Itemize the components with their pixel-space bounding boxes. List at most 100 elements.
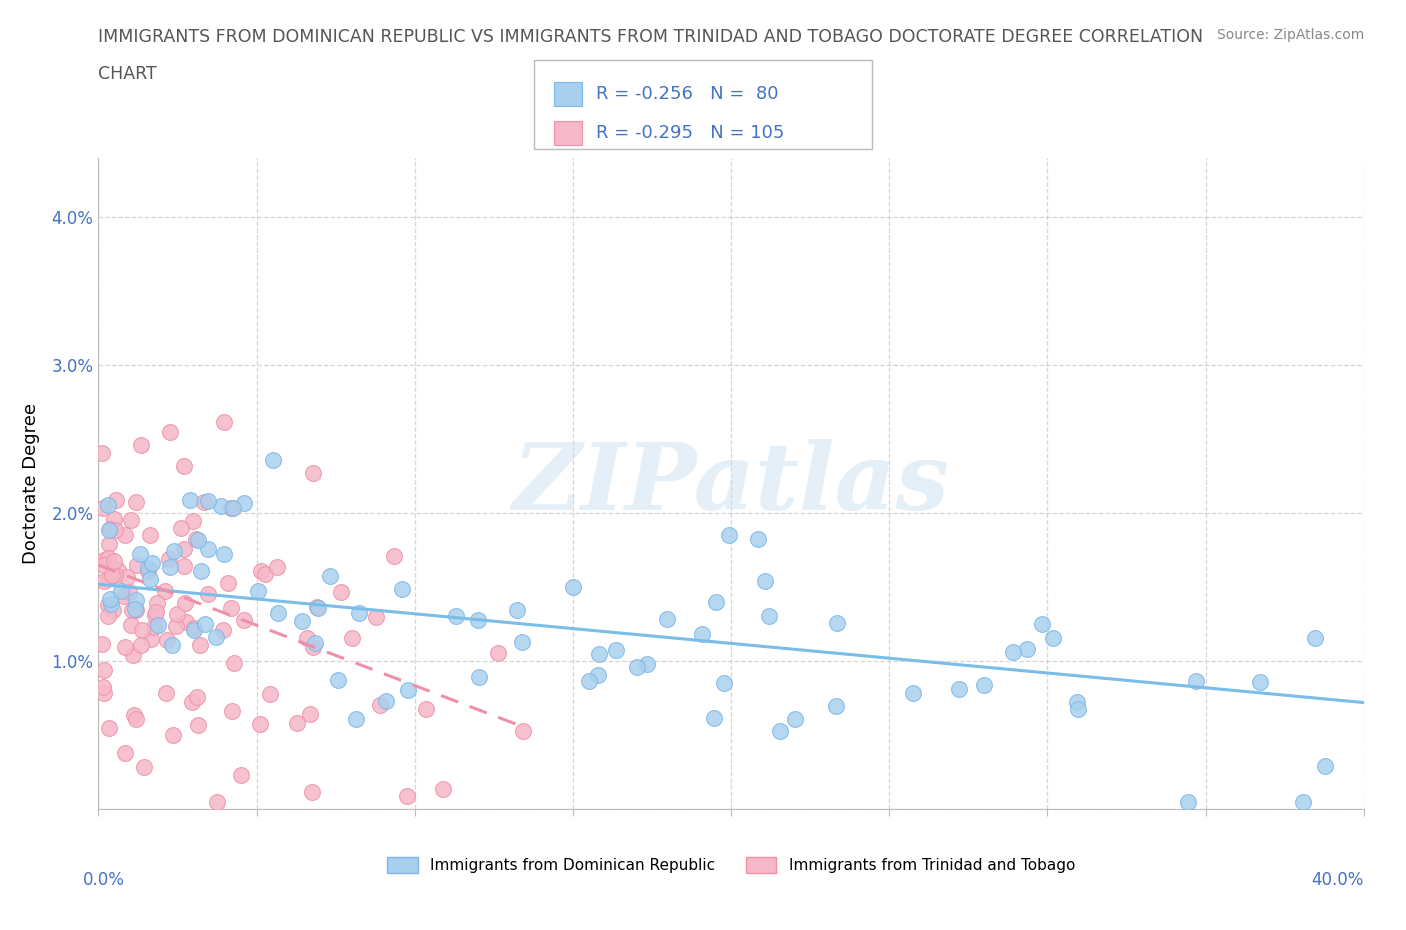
Point <box>973 678 995 693</box>
Point <box>93 685 115 700</box>
Point <box>124 602 146 617</box>
Point <box>93 558 115 573</box>
Point <box>212 623 235 638</box>
Point <box>115 569 138 584</box>
Text: R = -0.256   N =  80: R = -0.256 N = 80 <box>596 85 779 103</box>
Point <box>432 781 454 796</box>
Point <box>125 495 148 510</box>
Point <box>112 589 135 604</box>
Point <box>159 425 181 440</box>
Point <box>605 642 627 657</box>
Point <box>249 716 271 731</box>
Point <box>174 595 197 610</box>
Text: R = -0.295   N = 105: R = -0.295 N = 105 <box>596 124 785 142</box>
Point <box>173 459 195 474</box>
Point <box>122 647 145 662</box>
Point <box>166 606 188 621</box>
Point <box>233 612 256 627</box>
Point <box>97 497 120 512</box>
Point <box>231 767 253 782</box>
Point <box>221 500 243 515</box>
Point <box>120 618 142 632</box>
Point <box>156 632 179 647</box>
Point <box>212 547 235 562</box>
Point <box>160 637 183 652</box>
Point <box>187 532 209 547</box>
Point <box>319 568 342 583</box>
Point <box>298 707 321 722</box>
Point <box>713 675 735 690</box>
Point <box>162 727 184 742</box>
Point <box>295 631 318 645</box>
Point <box>467 670 489 684</box>
Point <box>247 584 270 599</box>
Point <box>1292 794 1315 809</box>
Point <box>143 608 166 623</box>
Point <box>636 657 658 671</box>
Point <box>510 635 533 650</box>
Point <box>128 547 150 562</box>
Text: 40.0%: 40.0% <box>1312 871 1364 889</box>
Text: ZIPatlas: ZIPatlas <box>513 439 949 528</box>
Point <box>98 523 121 538</box>
Point <box>1177 794 1199 809</box>
Point <box>704 595 727 610</box>
Point <box>163 543 186 558</box>
Point <box>222 500 245 515</box>
Point <box>197 586 219 601</box>
Point <box>266 560 288 575</box>
Point <box>91 680 114 695</box>
Point <box>125 712 148 727</box>
Point <box>415 701 437 716</box>
Text: CHART: CHART <box>98 65 157 83</box>
Point <box>1067 701 1090 716</box>
Point <box>655 611 678 626</box>
Point <box>114 639 136 654</box>
Point <box>224 656 246 671</box>
Point <box>340 631 363 645</box>
Point <box>301 640 323 655</box>
Point <box>194 616 217 631</box>
Point <box>121 602 143 617</box>
Point <box>100 597 122 612</box>
Point <box>103 554 125 569</box>
Point <box>110 584 132 599</box>
Point <box>467 613 489 628</box>
Point <box>93 662 115 677</box>
Point <box>768 724 790 738</box>
Point <box>578 674 600 689</box>
Point <box>91 500 114 515</box>
Point <box>512 724 534 739</box>
Point <box>153 584 176 599</box>
Point <box>120 512 142 527</box>
Point <box>186 690 208 705</box>
Point <box>1249 674 1271 689</box>
Legend: Immigrants from Dominican Republic, Immigrants from Trinidad and Tobago: Immigrants from Dominican Republic, Immi… <box>387 857 1076 873</box>
Point <box>217 576 239 591</box>
Point <box>204 630 226 644</box>
Point <box>127 557 149 572</box>
Point <box>396 789 419 804</box>
Point <box>114 528 136 543</box>
Point <box>104 567 127 582</box>
Point <box>90 445 112 460</box>
Point <box>181 695 204 710</box>
Point <box>307 601 329 616</box>
Point <box>104 492 127 507</box>
Point <box>174 615 197 630</box>
Point <box>157 551 180 566</box>
Point <box>506 603 529 618</box>
Point <box>221 704 243 719</box>
Point <box>97 551 120 565</box>
Point <box>93 573 115 588</box>
Text: Source: ZipAtlas.com: Source: ZipAtlas.com <box>1216 28 1364 42</box>
Point <box>285 715 308 730</box>
Point <box>129 438 152 453</box>
Point <box>131 622 153 637</box>
Point <box>129 638 152 653</box>
Point <box>446 609 468 624</box>
Point <box>588 668 610 683</box>
Point <box>170 521 193 536</box>
Point <box>486 645 509 660</box>
Point <box>103 512 125 526</box>
